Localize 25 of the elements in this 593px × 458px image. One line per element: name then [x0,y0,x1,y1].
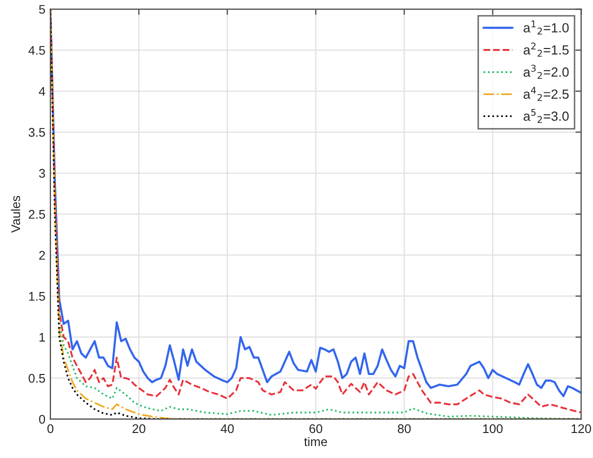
legend-label: a$^{4}$$_{2}$=2.5 [524,86,569,101]
legend-label: a$^{1}$$_{2}$=1.0 [524,20,569,34]
y-tick-label: 4.5 [28,46,46,55]
y-tick-label: 2.5 [28,210,46,219]
y-tick-label: 0 [39,414,46,424]
y-tick-label: 4 [38,87,46,96]
legend-label: a$^{2}$$_{2}$=1.5 [524,42,569,57]
y-tick-label: 1 [40,333,45,342]
x-tick-label: 0 [47,424,54,434]
y-axis-title: Vaules [10,196,20,233]
x-tick-label: 20 [132,424,146,434]
x-tick-label: 80 [398,424,411,434]
y-tick-label: 5 [39,5,46,14]
legend-label: a$^{5}$$_{2}$=3.0 [524,108,569,123]
x-tick-label: 100 [483,424,503,434]
y-tick-label: 3 [39,168,45,178]
x-tick-label: 40 [220,424,234,434]
y-tick-label: 1.5 [29,292,46,301]
x-tick-label: 60 [309,424,322,434]
y-tick-label: 2 [39,250,45,260]
legend-label: a$^{3}$$_{2}$=2.0 [524,64,569,79]
x-tick-label: 120 [572,424,592,434]
x-axis-title: time [304,436,328,446]
y-tick-label: 0.5 [28,374,46,383]
y-tick-label: 3.5 [28,128,46,137]
